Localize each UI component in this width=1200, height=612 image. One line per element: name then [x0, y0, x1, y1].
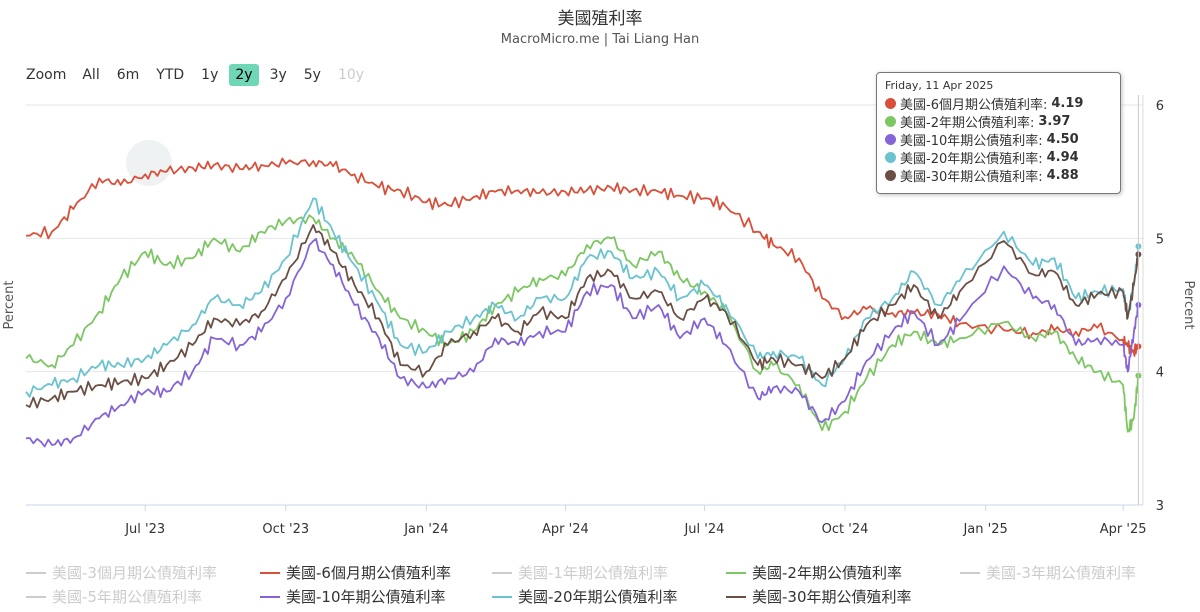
y-tick-label: 5: [1156, 232, 1164, 247]
tooltip-label: 美國-6個月期公債殖利率:: [900, 97, 1048, 113]
tooltip-row: 美國-10年期公債殖利率: 4.50: [885, 130, 1112, 149]
legend-label: 美國-10年期公債殖利率: [286, 588, 446, 606]
x-tick-label: Jul '23: [124, 522, 165, 537]
range-button-2y[interactable]: 2y: [229, 64, 259, 86]
legend-item-20y[interactable]: 美國-20年期公債殖利率: [492, 586, 678, 607]
range-button-all[interactable]: All: [82, 67, 100, 83]
tooltip-value: 4.50: [1046, 131, 1079, 147]
range-button-3y[interactable]: 3y: [269, 67, 287, 83]
legend-line-icon: [960, 571, 980, 574]
x-tick-label: Oct '23: [262, 522, 309, 537]
axes: 3 4 5 6 Jul '23 Oct '23 Jan '24 Apr '24 Jul '24 O…: [26, 95, 1164, 537]
legend-line-icon: [726, 571, 746, 574]
series-dot-icon: [885, 133, 896, 145]
legend-label: 美國-3個月期公債殖利率: [52, 564, 217, 582]
legend-label: 美國-1年期公債殖利率: [518, 564, 668, 582]
y-tick-label: 6: [1156, 99, 1164, 114]
legend-label: 美國-3年期公債殖利率: [986, 564, 1136, 582]
series-dot-icon: [885, 97, 896, 109]
legend-line-icon: [26, 571, 46, 574]
zoom-label: Zoom: [26, 67, 67, 83]
tooltip-label: 美國-20年期公債殖利率:: [900, 151, 1043, 167]
range-button-10y: 10y: [337, 67, 365, 83]
y-axis-label-left: Percent: [2, 281, 17, 330]
range-selector: Zoom All 6m YTD 1y 2y 3y 5y 10y: [20, 64, 375, 86]
x-tick-label: Jul '24: [683, 522, 724, 537]
legend-line-icon: [260, 571, 280, 574]
range-button-ytd[interactable]: YTD: [156, 67, 185, 83]
line-chart[interactable]: 3 4 5 6 Jul '23 Oct '23 Jan '24 Apr '24 Jul '24 O…: [0, 0, 1200, 560]
tooltip-row: 美國-20年期公債殖利率: 4.94: [885, 148, 1112, 167]
range-button-5y[interactable]: 5y: [303, 67, 321, 83]
x-tick-label: Oct '24: [822, 522, 869, 537]
series-line: [25, 197, 1140, 398]
legend-line-icon: [26, 595, 46, 598]
range-button-1y[interactable]: 1y: [201, 67, 219, 83]
series-line: [25, 238, 1140, 448]
series-layer: [25, 157, 1142, 448]
legend-label: 美國-2年期公債殖利率: [752, 564, 902, 582]
legend-item-3y[interactable]: 美國-3年期公債殖利率: [960, 562, 1136, 583]
tooltip-value: 4.88: [1046, 167, 1079, 183]
tooltip-date: Friday, 11 Apr 2025: [885, 79, 994, 92]
x-tick-label: Jan '25: [962, 522, 1007, 537]
legend-line-icon: [260, 595, 280, 598]
tooltip-value: 4.19: [1051, 95, 1084, 111]
x-tick-label: Apr '24: [542, 522, 589, 537]
legend-item-3m[interactable]: 美國-3個月期公債殖利率: [26, 562, 217, 583]
tooltip-value: 3.97: [1038, 113, 1071, 129]
y-tick-label: 3: [1156, 499, 1164, 514]
tooltip-row: 美國-2年期公債殖利率: 3.97: [885, 112, 1112, 131]
y-axis-label-right: Percent: [1181, 281, 1196, 330]
legend-item-5y[interactable]: 美國-5年期公債殖利率: [26, 586, 202, 607]
x-tick-label: Apr '25: [1100, 522, 1147, 537]
tooltip-label: 美國-30年期公債殖利率:: [900, 169, 1043, 185]
legend-label: 美國-5年期公債殖利率: [52, 588, 202, 606]
series-dot-icon: [885, 169, 896, 181]
legend-item-30y[interactable]: 美國-30年期公債殖利率: [726, 586, 912, 607]
series-dot-icon: [885, 115, 896, 127]
legend-item-6m[interactable]: 美國-6個月期公債殖利率: [260, 562, 451, 583]
series-dot-icon: [885, 151, 896, 163]
chart-subtitle: MacroMicro.me | Tai Liang Han: [500, 32, 700, 47]
range-button-6m[interactable]: 6m: [116, 67, 140, 83]
x-tick-label: Jan '24: [403, 522, 448, 537]
legend-line-icon: [492, 571, 512, 574]
tooltip-label: 美國-10年期公債殖利率:: [900, 133, 1043, 149]
legend-label: 美國-20年期公債殖利率: [518, 588, 678, 606]
tooltip-row: 美國-30年期公債殖利率: 4.88: [885, 166, 1112, 185]
legend-item-2y[interactable]: 美國-2年期公債殖利率: [726, 562, 902, 583]
legend-line-icon: [726, 595, 746, 598]
series-line: [25, 214, 1140, 433]
legend-item-10y[interactable]: 美國-10年期公債殖利率: [260, 586, 446, 607]
tooltip-row: 美國-6個月期公債殖利率: 4.19: [885, 94, 1112, 113]
series-line: [25, 157, 1140, 357]
y-tick-label: 4: [1156, 366, 1164, 381]
legend-item-1y[interactable]: 美國-1年期公債殖利率: [492, 562, 668, 583]
tooltip-value: 4.94: [1046, 149, 1079, 165]
legend-label: 美國-30年期公債殖利率: [752, 588, 912, 606]
legend-label: 美國-6個月期公債殖利率: [286, 564, 451, 582]
legend-line-icon: [492, 595, 512, 598]
series-line: [25, 224, 1140, 409]
tooltip: Friday, 11 Apr 2025 美國-6個月期公債殖利率: 4.19 美…: [876, 72, 1121, 194]
tooltip-label: 美國-2年期公債殖利率:: [900, 115, 1035, 131]
chart-title: 美國殖利率: [557, 9, 643, 29]
